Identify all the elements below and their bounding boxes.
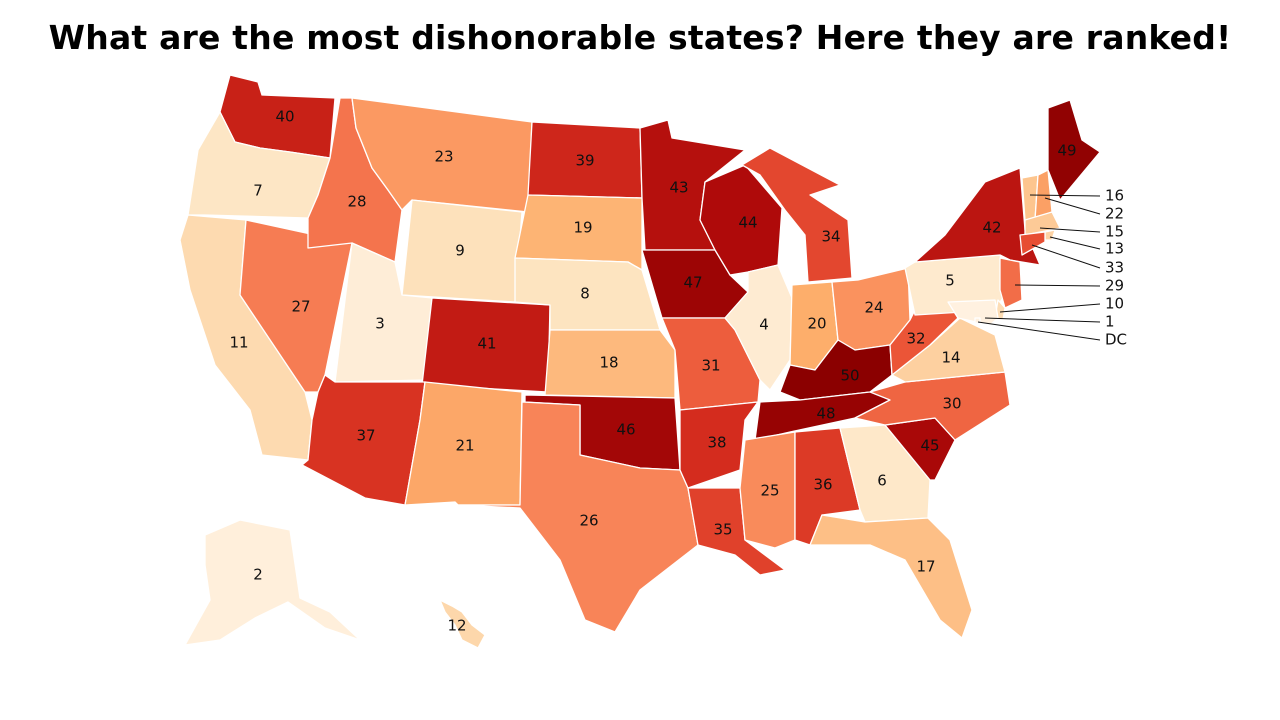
callout-line-ct — [1031, 244, 1101, 269]
state-label-ar: 38 — [707, 434, 726, 452]
state-label-la: 35 — [713, 521, 732, 539]
state-illinois[interactable] — [724, 264, 793, 391]
state-label-ia: 47 — [683, 274, 702, 292]
state-label-me: 49 — [1057, 142, 1076, 160]
state-label-nv: 27 — [291, 298, 310, 316]
state-label-ga: 6 — [877, 472, 887, 490]
state-new-jersey[interactable] — [999, 257, 1023, 309]
state-kansas[interactable] — [544, 329, 676, 399]
callout-line-vt — [1029, 194, 1101, 197]
state-alaska[interactable] — [184, 519, 361, 646]
state-label-pa: 5 — [945, 272, 955, 290]
state-label-hi: 12 — [447, 617, 466, 635]
state-label-fl: 17 — [916, 558, 935, 576]
state-label-al: 36 — [813, 476, 832, 494]
state-label-nd: 39 — [575, 152, 594, 170]
callout-label-dc: DC — [1105, 331, 1127, 349]
state-label-mo: 31 — [701, 357, 720, 375]
state-label-va: 14 — [941, 349, 960, 367]
callout-line-nj — [1014, 284, 1101, 287]
state-label-az: 37 — [356, 427, 375, 445]
state-label-ak: 2 — [253, 566, 263, 584]
state-rhode-island[interactable] — [1044, 229, 1056, 241]
callout-label-md: 1 — [1105, 313, 1115, 331]
state-connecticut[interactable] — [1019, 231, 1046, 256]
state-label-co: 41 — [477, 335, 496, 353]
state-label-wa: 40 — [275, 108, 294, 126]
state-label-ok: 46 — [616, 421, 635, 439]
state-label-wv: 32 — [906, 330, 925, 348]
callout-label-ma: 15 — [1105, 223, 1124, 241]
callout-label-nh: 22 — [1105, 205, 1124, 223]
callout-line-nh — [1044, 197, 1101, 215]
callout-label-vt: 16 — [1105, 187, 1124, 205]
state-arkansas[interactable] — [679, 401, 759, 489]
state-label-wy: 9 — [455, 242, 465, 260]
state-label-tn: 48 — [816, 405, 835, 423]
state-label-wi: 44 — [738, 214, 757, 232]
state-label-mt: 23 — [434, 148, 453, 166]
state-label-ca: 11 — [229, 334, 248, 352]
state-label-nm: 21 — [455, 437, 474, 455]
state-label-tx: 26 — [579, 512, 598, 530]
state-label-mn: 43 — [669, 179, 688, 197]
callout-line-dc — [977, 321, 1101, 341]
state-label-sd: 19 — [573, 219, 592, 237]
callout-label-ri: 13 — [1105, 240, 1124, 258]
state-label-id: 28 — [347, 193, 366, 211]
state-label-or: 7 — [253, 182, 263, 200]
page-title: What are the most dishonorable states? H… — [48, 18, 1232, 57]
state-maine[interactable] — [1047, 99, 1101, 201]
state-hawaii[interactable] — [439, 599, 486, 649]
state-label-mi: 34 — [821, 228, 840, 246]
state-label-ky: 50 — [840, 367, 859, 385]
callout-line-de — [999, 303, 1101, 313]
state-label-ne: 8 — [580, 285, 590, 303]
callout-line-ri — [1049, 236, 1101, 250]
state-label-il: 4 — [759, 316, 769, 334]
state-florida[interactable] — [809, 514, 973, 639]
state-label-ks: 18 — [599, 354, 618, 372]
state-label-ms: 25 — [760, 482, 779, 500]
callout-label-ct: 33 — [1105, 259, 1124, 277]
callout-line-md — [984, 317, 1101, 323]
state-michigan[interactable] — [741, 147, 853, 283]
callout-label-de: 10 — [1105, 295, 1124, 313]
callout-label-nj: 29 — [1105, 277, 1124, 295]
state-maryland[interactable] — [947, 299, 999, 326]
state-label-ut: 3 — [375, 315, 385, 333]
state-label-sc: 45 — [920, 437, 939, 455]
state-label-oh: 24 — [864, 299, 883, 317]
state-label-ny: 42 — [982, 219, 1001, 237]
callout-line-ma — [1039, 227, 1101, 233]
state-label-in: 20 — [807, 315, 826, 333]
state-texas[interactable] — [457, 401, 699, 633]
state-label-nc: 30 — [942, 395, 961, 413]
